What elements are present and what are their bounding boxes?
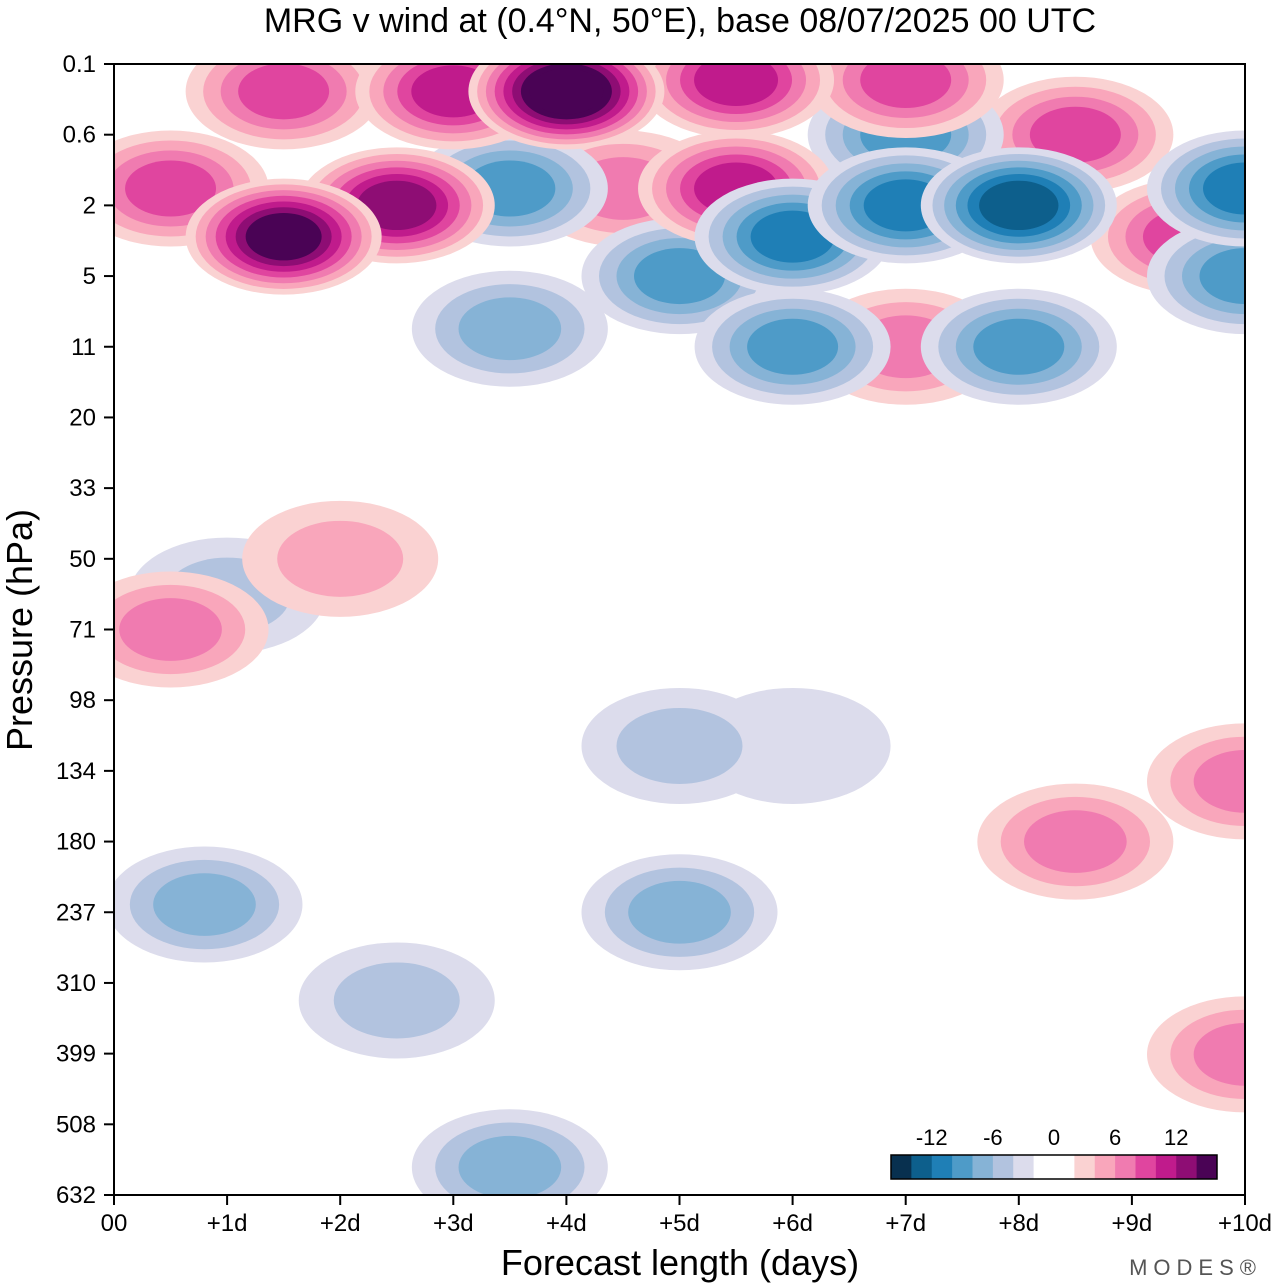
y-axis-title: Pressure (hPa) — [0, 509, 40, 751]
y-tick-label: 50 — [69, 546, 96, 573]
colorbar-swatch — [1196, 1155, 1218, 1179]
modes-logo: MODES® — [1129, 1255, 1262, 1280]
contour-band — [979, 180, 1059, 231]
colorbar-swatch — [1115, 1155, 1136, 1179]
contour-band — [634, 248, 725, 305]
x-axis: 00 +1d +2d +3d +4d +5d +6d +7d +8d +9d +10d — [101, 1195, 1272, 1237]
x-tick-label: +3d — [433, 1210, 474, 1237]
contour-band — [694, 64, 779, 106]
colorbar-label: 6 — [1109, 1125, 1121, 1150]
x-tick-label: +8d — [998, 1210, 1039, 1237]
y-tick-label: 134 — [56, 758, 96, 785]
contour-band — [973, 318, 1065, 375]
contour-band — [153, 873, 256, 936]
colorbar-label: 0 — [1048, 1125, 1060, 1150]
contour-band — [860, 64, 952, 108]
contour-field — [114, 64, 1245, 1195]
colorbar-swatch — [1135, 1155, 1157, 1179]
y-tick-label: 11 — [71, 334, 96, 361]
contour-band — [245, 212, 322, 261]
y-tick-label: 180 — [56, 829, 96, 856]
x-axis-title: Forecast length (days) — [501, 1242, 859, 1283]
colorbar-swatch — [1054, 1155, 1075, 1179]
contour-band — [277, 520, 404, 597]
y-tick-label: 632 — [56, 1182, 96, 1209]
x-tick-label: +2d — [320, 1210, 361, 1237]
contour-band — [529, 68, 604, 115]
x-tick-label: 00 — [101, 1210, 128, 1237]
colorbar-swatch — [891, 1155, 912, 1179]
contour-band — [458, 297, 562, 361]
x-tick-label: +10d — [1218, 1210, 1272, 1237]
contour-band — [616, 707, 743, 784]
y-tick-label: 310 — [56, 970, 96, 997]
colorbar-label: -6 — [983, 1125, 1003, 1150]
colorbar-swatch — [972, 1155, 994, 1179]
contour-band — [238, 64, 330, 120]
x-tick-label: +4d — [546, 1210, 587, 1237]
y-tick-label: 2 — [83, 192, 96, 219]
contour-band — [1199, 248, 1245, 305]
y-tick-label: 0.1 — [63, 51, 96, 78]
colorbar-label: -12 — [916, 1125, 948, 1150]
y-tick-label: 71 — [69, 617, 96, 644]
x-tick-label: +1d — [207, 1210, 248, 1237]
colorbar-label: 12 — [1164, 1125, 1188, 1150]
contour-band — [458, 1135, 562, 1195]
colorbar-swatch — [1155, 1155, 1177, 1179]
x-tick-label: +7d — [885, 1210, 926, 1237]
colorbar-swatch — [931, 1155, 953, 1179]
contour-band — [628, 880, 731, 944]
colorbar: -12 -6 0 6 12 — [890, 1125, 1218, 1180]
y-tick-label: 399 — [56, 1041, 96, 1068]
colorbar-swatch — [1033, 1155, 1055, 1179]
contour-band — [747, 318, 839, 375]
contour-band — [1029, 106, 1121, 163]
y-tick-label: 508 — [56, 1111, 96, 1138]
contour-band — [1024, 810, 1127, 873]
colorbar-frame — [890, 1154, 1218, 1180]
colorbar-swatch — [1094, 1155, 1116, 1179]
y-tick-label: 0.6 — [63, 122, 96, 149]
chart-title: MRG v wind at (0.4°N, 50°E), base 08/07/… — [264, 2, 1096, 40]
colorbar-swatch — [1013, 1155, 1035, 1179]
colorbar-swatch — [952, 1155, 973, 1179]
x-tick-label: +6d — [772, 1210, 813, 1237]
colorbar-swatch — [1074, 1155, 1096, 1179]
x-tick-label: +9d — [1112, 1210, 1153, 1237]
contour-band — [357, 180, 437, 231]
x-tick-label: +5d — [659, 1210, 700, 1237]
contour-band — [333, 962, 460, 1039]
colorbar-swatch — [992, 1155, 1014, 1179]
y-tick-label: 98 — [69, 687, 96, 714]
contour-band — [1193, 750, 1245, 813]
colorbar-swatch — [1176, 1155, 1198, 1179]
contour-band — [1193, 1023, 1245, 1086]
y-axis: 0.1 0.6 2 5 11 20 33 50 71 98 134 180 237 310 399 508 63… — [56, 51, 114, 1209]
contour-band — [119, 598, 222, 661]
y-tick-label: 33 — [69, 475, 96, 502]
contour-band — [1203, 162, 1245, 215]
contour-band — [125, 160, 217, 217]
y-tick-label: 5 — [83, 263, 96, 290]
y-tick-label: 237 — [56, 899, 96, 926]
y-tick-label: 20 — [69, 404, 96, 431]
colorbar-swatch — [911, 1155, 933, 1179]
